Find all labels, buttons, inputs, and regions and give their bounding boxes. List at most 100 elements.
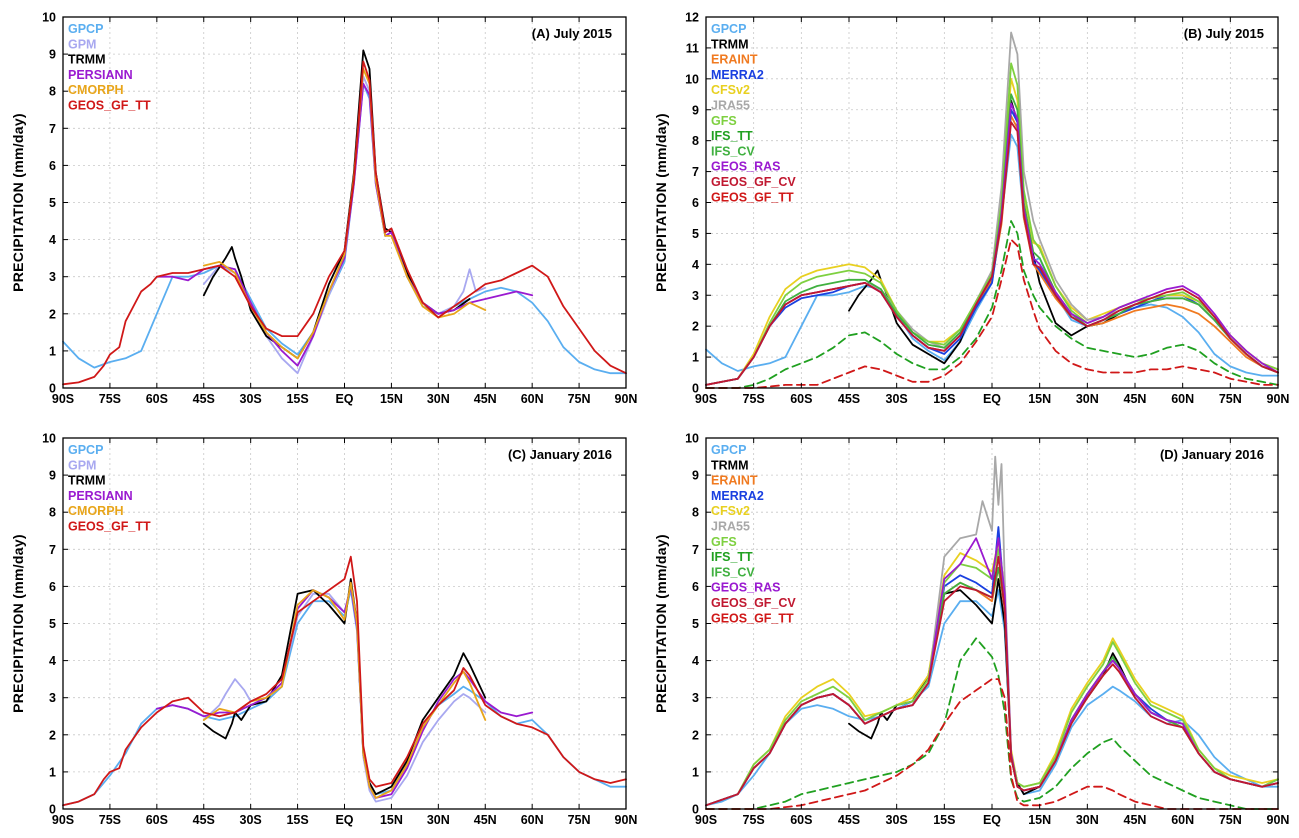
x-tick-label: 15N — [380, 392, 403, 406]
y-axis-label: PRECIPITATION (mm/day) — [653, 113, 669, 292]
y-tick-label: 2 — [692, 728, 699, 742]
panel-title: (D) January 2016 — [1160, 447, 1264, 462]
y-tick-label: 4 — [49, 654, 56, 668]
y-tick-label: 1 — [49, 344, 56, 358]
x-tick-label: 45S — [193, 813, 215, 827]
legend-item-ifs-cv: IFS_CV — [711, 144, 755, 158]
series-line-trmm — [202, 49, 471, 360]
x-tick-label: 60N — [1171, 392, 1194, 406]
y-tick-label: 9 — [49, 469, 56, 483]
y-tick-label: 4 — [692, 258, 699, 272]
series-line-cfsv2 — [705, 77, 1279, 386]
legend-item-cfsv2: CFSv2 — [711, 504, 750, 518]
legend-item-persiann: PERSIANN — [68, 489, 133, 503]
series-line-cmorph — [202, 581, 487, 799]
legend-item-gfs: GFS — [711, 535, 737, 549]
series-line-ifs-cv — [705, 93, 1279, 386]
series-line-geos-gf-tt — [705, 238, 1279, 389]
y-tick-label: 10 — [685, 432, 699, 446]
x-tick-label: EQ — [983, 813, 1001, 827]
legend-item-geos-gf-tt: GEOS_GF_TT — [68, 520, 151, 534]
y-axis-label: PRECIPITATION (mm/day) — [10, 113, 26, 292]
y-tick-label: 6 — [49, 159, 56, 173]
x-tick-label: 90N — [615, 813, 638, 827]
series-group — [62, 49, 627, 386]
y-tick-label: 5 — [49, 617, 56, 631]
y-tick-label: 1 — [692, 351, 699, 365]
legend-item-gpcp: GPCP — [711, 22, 746, 36]
chart-panel-1: 90S 75S 60S 45S 30S 15S EQ 15N 30N 45N 60N 75N 90N 0 1… — [10, 11, 637, 407]
x-tick-label: EQ — [335, 392, 353, 406]
x-tick-label: 60N — [1171, 813, 1194, 827]
x-tick-label: 15S — [933, 813, 955, 827]
x-tick-label: 30N — [1076, 392, 1099, 406]
legend-item-gpm: GPM — [68, 37, 96, 51]
x-tick-label: 75S — [99, 813, 121, 827]
series-group — [62, 555, 627, 807]
legend-item-eraint: ERAINT — [711, 474, 758, 488]
y-tick-label: 11 — [686, 41, 699, 55]
legend-item-ifs-cv: IFS_CV — [711, 565, 755, 579]
x-tick-label: 90S — [695, 392, 717, 406]
legend-item-geos-gf-tt: GEOS_GF_TT — [68, 99, 151, 113]
y-tick-label: 8 — [49, 506, 56, 520]
x-tick-label: 60S — [790, 392, 812, 406]
x-tick-label: 60N — [521, 392, 544, 406]
x-tick-label: 75N — [1219, 392, 1242, 406]
series-line-geos-gf-cv — [705, 555, 1279, 807]
x-tick-label: EQ — [335, 813, 353, 827]
y-tick-label: 10 — [42, 432, 56, 446]
x-tick-label: 45N — [1124, 813, 1147, 827]
legend-item-cmorph: CMORPH — [68, 83, 124, 97]
legend-item-geos-ras: GEOS_RAS — [711, 160, 780, 174]
legend-item-geos-gf-cv: GEOS_GF_CV — [711, 596, 796, 610]
gridlines — [63, 17, 626, 388]
chart-panel-3: 90S 75S 60S 45S 30S 15S EQ 15N 30N 45N 60N 75N 90N 0 1… — [10, 432, 637, 828]
y-tick-label: 1 — [692, 765, 699, 779]
legend-item-jra55: JRA55 — [711, 99, 750, 113]
series-line-geos-ras — [705, 537, 1279, 807]
x-tick-label: 30N — [427, 813, 450, 827]
y-tick-label: 3 — [692, 691, 699, 705]
x-tick-label: 90N — [1267, 813, 1290, 827]
x-tick-label: 15S — [933, 392, 955, 406]
y-tick-label: 0 — [692, 803, 699, 817]
x-tick-label: 30N — [427, 392, 450, 406]
y-tick-label: 4 — [49, 233, 56, 247]
x-tick-label: 90N — [615, 392, 638, 406]
x-tick-label: 60N — [521, 813, 544, 827]
series-group — [705, 455, 1279, 810]
legend-item-geos-ras: GEOS_RAS — [711, 581, 780, 595]
y-tick-label: 9 — [692, 469, 699, 483]
y-tick-label: 5 — [692, 617, 699, 631]
legend-item-ifs-tt: IFS_TT — [711, 550, 753, 564]
y-tick-label: 10 — [42, 11, 56, 25]
y-tick-label: 2 — [49, 728, 56, 742]
legend-item-gpcp: GPCP — [711, 443, 746, 457]
x-tick-label: 60S — [146, 813, 168, 827]
legend-item-geos-gf-cv: GEOS_GF_CV — [711, 175, 796, 189]
legend-item-gpcp: GPCP — [68, 443, 103, 457]
x-tick-label: 75N — [568, 813, 591, 827]
y-tick-label: 8 — [692, 134, 699, 148]
y-axis-label: PRECIPITATION (mm/day) — [10, 534, 26, 713]
x-tick-label: 90S — [52, 813, 74, 827]
x-tick-label: EQ — [983, 392, 1001, 406]
y-tick-label: 3 — [49, 691, 56, 705]
legend-item-eraint: ERAINT — [711, 53, 758, 67]
x-tick-label: 15N — [380, 813, 403, 827]
legend-item-merra2: MERRA2 — [711, 489, 764, 503]
x-tick-label: 90N — [1267, 392, 1290, 406]
y-tick-label: 10 — [685, 72, 699, 86]
legend-item-trmm: TRMM — [711, 458, 749, 472]
series-line-ifs-tt — [705, 220, 1279, 389]
y-tick-label: 3 — [692, 289, 699, 303]
series-line-trmm — [848, 99, 1120, 365]
y-tick-label: 7 — [49, 122, 56, 136]
y-tick-label: 1 — [49, 765, 56, 779]
y-tick-label: 7 — [692, 543, 699, 557]
x-tick-label: 45N — [474, 813, 497, 827]
